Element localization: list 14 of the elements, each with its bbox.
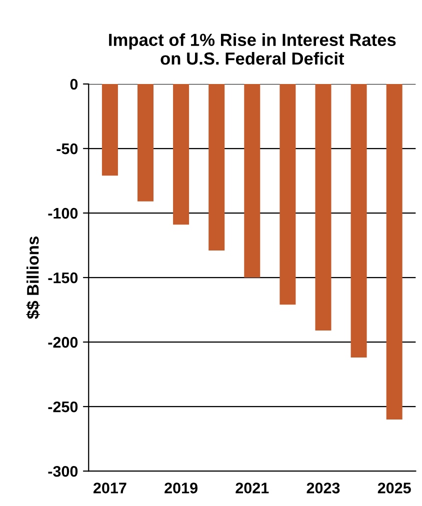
y-tick-label: -150	[48, 272, 78, 284]
x-tick-label: 2017	[93, 482, 126, 494]
y-tick-label: -250	[48, 401, 78, 412]
chart-title: Impact of 1% Rise in Interest Rates on U.S. Federal Deficit	[109, 33, 396, 65]
y-axis-title: $$ Billions	[26, 236, 40, 319]
x-tick-label: 2025	[378, 482, 411, 494]
y-tick-label: -50	[56, 143, 78, 154]
y-tick-label: 0	[70, 78, 78, 90]
y-tick-label: -300	[48, 466, 78, 477]
x-tick-label: 2021	[236, 482, 269, 494]
x-tick-label: 2023	[306, 482, 340, 494]
x-tick-label: 2019	[164, 482, 198, 494]
y-tick-label: -200	[48, 336, 78, 348]
y-tick-label: -100	[48, 208, 78, 219]
